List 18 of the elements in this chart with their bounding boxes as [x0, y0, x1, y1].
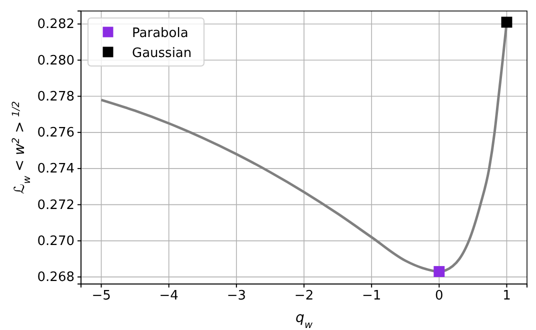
y-tick-label: 0.270 [37, 234, 74, 249]
y-tick-label: 0.272 [37, 198, 74, 213]
x-axis-title: q$_{w}$ [296, 310, 314, 330]
x-tick-label: 1 [502, 288, 511, 304]
x-tick-label: −5 [92, 288, 111, 304]
x-tick-label: 0 [435, 288, 444, 304]
y-tick-label: 0.282 [37, 17, 74, 32]
x-tick-label: −3 [226, 288, 246, 304]
y-tick-label: 0.268 [37, 270, 74, 286]
y-tick-label: 0.276 [37, 126, 74, 141]
legend-label: Gaussian [132, 46, 192, 61]
legend-label: Parabola [132, 26, 188, 41]
x-tick-label: −1 [362, 288, 382, 304]
x-tick-label: −2 [294, 288, 314, 304]
x-tick-label: −4 [159, 288, 178, 304]
y-tick-label: 0.278 [37, 89, 74, 104]
y-tick-label: 0.280 [37, 53, 74, 68]
y-tick-label: 0.274 [37, 162, 74, 177]
